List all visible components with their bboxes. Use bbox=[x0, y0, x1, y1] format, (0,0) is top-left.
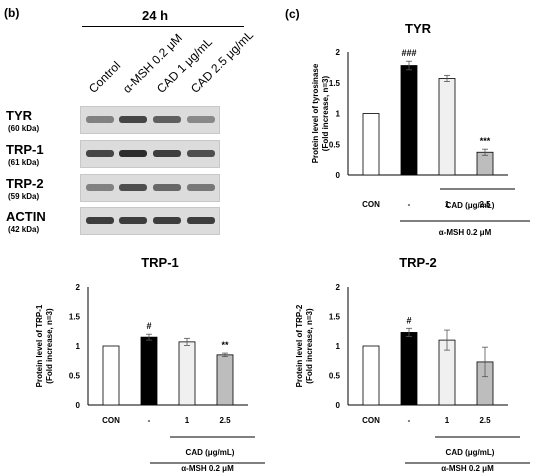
x-tick-label-trp-2-4: 2.5 bbox=[479, 416, 491, 425]
x-tick-label-tyr-3: 1 bbox=[445, 200, 450, 209]
blot-strip-tyr bbox=[80, 106, 220, 134]
y-tick-label-tyr: 2 bbox=[336, 48, 341, 57]
band-actin-lane-2 bbox=[119, 217, 147, 224]
band-tyr-lane-2 bbox=[119, 116, 147, 123]
band-kda-trp-1: (61 kDa) bbox=[8, 158, 40, 167]
cad-group-label-tyr: CAD (μg/mL) bbox=[446, 201, 495, 210]
cad-group-label-trp-2: CAD (μg/mL) bbox=[446, 448, 495, 457]
band-trp-1-lane-1 bbox=[86, 150, 114, 157]
significance-trp-1-4: ** bbox=[221, 340, 229, 350]
significance-tyr-4: *** bbox=[480, 136, 491, 146]
msh-treatment-label-trp-1: α-MSH 0.2 μM bbox=[181, 464, 234, 473]
chart-title-trp-2: TRP-2 bbox=[399, 255, 437, 270]
significance-trp-1-2: # bbox=[146, 321, 151, 331]
y-axis-label-line2-tyr: (Fold increase, n=3) bbox=[321, 75, 330, 151]
band-trp-2-lane-3 bbox=[153, 184, 181, 191]
x-tick-label-trp-1-3: 1 bbox=[185, 416, 190, 425]
y-tick-label-trp-2: 0.5 bbox=[329, 372, 341, 381]
y-tick-label-trp-2: 0 bbox=[336, 401, 341, 410]
x-tick-label-tyr-4: 2.5 bbox=[479, 200, 491, 209]
x-tick-label-trp-2-3: 1 bbox=[445, 416, 450, 425]
y-tick-label-tyr: 1 bbox=[336, 110, 341, 119]
band-actin-lane-3 bbox=[153, 217, 181, 224]
bar-tyr-3 bbox=[438, 78, 456, 176]
band-kda-actin: (42 kDa) bbox=[8, 225, 40, 234]
x-tick-label-trp-2-2: - bbox=[408, 416, 411, 425]
panel-label-b: (b) bbox=[4, 6, 20, 20]
x-tick-label-trp-1-2: - bbox=[148, 416, 151, 425]
band-kda-trp-2: (59 kDa) bbox=[8, 192, 40, 201]
y-tick-label-tyr: 1.5 bbox=[329, 79, 341, 88]
band-trp-1-lane-4 bbox=[187, 150, 215, 157]
y-tick-label-trp-2: 1 bbox=[336, 342, 341, 351]
x-tick-label-trp-1-1: CON bbox=[102, 416, 120, 425]
y-tick-label-trp-1: 0 bbox=[76, 401, 81, 410]
y-tick-label-trp-2: 1.5 bbox=[329, 313, 341, 322]
band-tyr-lane-1 bbox=[86, 116, 114, 123]
y-axis-label-line1-trp-2: Protein level of TRP-2 bbox=[295, 304, 304, 387]
band-name-trp-1: TRP-1 bbox=[6, 142, 44, 157]
y-axis-label-line2-trp-2: (Fold increase, n=3) bbox=[305, 308, 314, 384]
bar-trp-1-2 bbox=[140, 336, 158, 406]
band-actin-lane-1 bbox=[86, 217, 114, 224]
cad-group-label-trp-1: CAD (μg/mL) bbox=[186, 448, 235, 457]
band-trp-2-lane-1 bbox=[86, 184, 114, 191]
bar-tyr-2 bbox=[400, 65, 418, 176]
y-axis-label-line1-tyr: Protein level of tyrosinase bbox=[311, 63, 320, 163]
y-tick-label-trp-1: 2 bbox=[76, 283, 81, 292]
x-tick-label-tyr-1: CON bbox=[362, 200, 380, 209]
msh-treatment-label-tyr: α-MSH 0.2 μM bbox=[439, 228, 492, 237]
x-tick-label-trp-2-1: CON bbox=[362, 416, 380, 425]
x-tick-label-trp-1-4: 2.5 bbox=[219, 416, 231, 425]
timepoint-bracket bbox=[82, 26, 244, 27]
bar-trp-1-3 bbox=[178, 341, 196, 406]
band-name-tyr: TYR bbox=[6, 108, 32, 123]
y-tick-label-tyr: 0.5 bbox=[329, 140, 341, 149]
band-actin-lane-4 bbox=[187, 217, 215, 224]
timepoint-title: 24 h bbox=[142, 8, 169, 23]
panel-label-c: (c) bbox=[285, 7, 300, 21]
x-tick-label-tyr-2: - bbox=[408, 200, 411, 209]
band-name-trp-2: TRP-2 bbox=[6, 176, 44, 191]
band-trp-1-lane-3 bbox=[153, 150, 181, 157]
msh-treatment-label-trp-2: α-MSH 0.2 μM bbox=[441, 464, 494, 473]
blot-strip-trp-1 bbox=[80, 140, 220, 168]
bar-trp-1-1 bbox=[102, 345, 120, 406]
blot-strip-trp-2 bbox=[80, 174, 220, 202]
chart-title-trp-1: TRP-1 bbox=[141, 255, 179, 270]
band-trp-2-lane-2 bbox=[119, 184, 147, 191]
band-trp-1-lane-2 bbox=[119, 150, 147, 157]
significance-trp-2-2: # bbox=[406, 315, 411, 325]
band-trp-2-lane-4 bbox=[187, 184, 215, 191]
y-tick-label-trp-1: 1 bbox=[76, 342, 81, 351]
y-tick-label-trp-1: 1.5 bbox=[69, 313, 81, 322]
y-axis-label-line1-trp-1: Protein level of TRP-1 bbox=[35, 304, 44, 387]
bar-trp-2-1 bbox=[362, 345, 380, 406]
y-axis-label-line2-trp-1: (Fold increase, n=3) bbox=[45, 308, 54, 384]
bar-trp-1-4 bbox=[216, 354, 234, 406]
band-tyr-lane-4 bbox=[187, 116, 215, 123]
band-kda-tyr: (60 kDa) bbox=[8, 124, 40, 133]
chart-title-tyr: TYR bbox=[405, 21, 432, 36]
bar-tyr-1 bbox=[362, 113, 380, 176]
y-tick-label-trp-2: 2 bbox=[336, 283, 341, 292]
blot-strip-actin bbox=[80, 207, 220, 235]
band-tyr-lane-3 bbox=[153, 116, 181, 123]
band-name-actin: ACTIN bbox=[6, 209, 46, 224]
bar-trp-2-2 bbox=[400, 332, 418, 406]
significance-tyr-2: ### bbox=[401, 48, 416, 58]
y-tick-label-tyr: 0 bbox=[336, 171, 341, 180]
y-tick-label-trp-1: 0.5 bbox=[69, 372, 81, 381]
